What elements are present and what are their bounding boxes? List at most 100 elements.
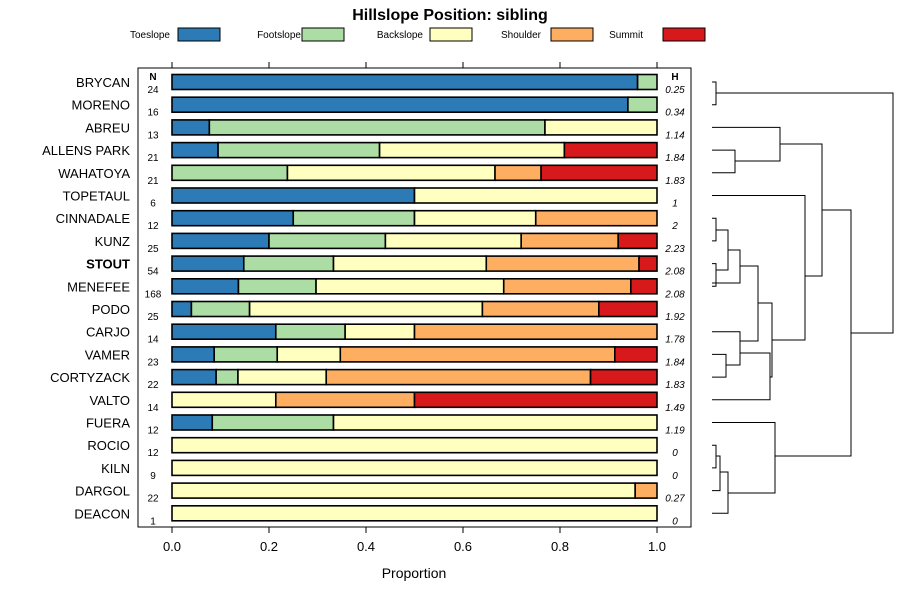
n-value-dargol: 22	[147, 494, 159, 505]
bar-kunz-backslope	[385, 233, 521, 248]
n-value-allens-park: 21	[147, 153, 159, 164]
n-value-cinnadale: 12	[147, 221, 159, 232]
n-value-kiln: 9	[150, 471, 156, 482]
bar-carjo-backslope	[345, 324, 414, 339]
bar-kiln-backslope	[172, 460, 657, 475]
row-label-moreno: MORENO	[72, 98, 131, 113]
h-header: H	[671, 72, 678, 83]
bar-dargol-shoulder	[635, 483, 657, 498]
bar-podo-backslope	[250, 302, 483, 317]
chart-title: Hillslope Position: sibling	[352, 7, 548, 24]
h-value-kunz: 2.23	[664, 244, 685, 255]
bar-stout-summit	[639, 256, 657, 271]
dendrogram-branch	[712, 150, 735, 173]
bar-allens-park-toeslope	[172, 143, 218, 158]
bar-fuera-backslope	[334, 415, 657, 430]
n-value-cortyzack: 22	[147, 380, 159, 391]
hillslope-chart: Hillslope Position: sibling Toeslope Foot…	[0, 0, 900, 600]
n-value-topetaul: 6	[150, 199, 156, 210]
bar-moreno-footslope	[628, 97, 657, 112]
row-label-allens-park: ALLENS PARK	[42, 143, 130, 158]
bar-menefee-shoulder	[504, 279, 631, 294]
h-value-kiln: 0	[672, 471, 678, 482]
bar-kunz-shoulder	[521, 233, 618, 248]
bar-rocio-backslope	[172, 438, 657, 453]
x-tick-label-5: 1.0	[648, 539, 666, 554]
bar-podo-summit	[599, 302, 657, 317]
n-value-carjo: 14	[147, 335, 159, 346]
bar-valto-backslope	[172, 392, 276, 407]
bar-wahatoya-summit	[541, 165, 657, 180]
bar-vamer-backslope	[277, 347, 340, 362]
n-value-deacon: 1	[150, 516, 156, 527]
h-value-deacon: 0	[672, 516, 678, 527]
row-label-topetaul: TOPETAUL	[63, 189, 130, 204]
bar-vamer-shoulder	[340, 347, 615, 362]
h-value-carjo: 1.78	[665, 335, 685, 346]
row-label-valto: VALTO	[90, 393, 130, 408]
bar-abreu-backslope	[545, 120, 657, 135]
n-value-moreno: 16	[147, 108, 159, 119]
bar-podo-toeslope	[172, 302, 191, 317]
dendrogram-branch	[712, 82, 716, 105]
h-value-wahatoya: 1.83	[665, 176, 685, 187]
legend: Toeslope Footslope Backslope Shoulder Summit	[130, 28, 705, 41]
bar-vamer-toeslope	[172, 347, 214, 362]
bar-topetaul-backslope	[415, 188, 658, 203]
dendrogram-branch	[780, 144, 822, 276]
bar-cinnadale-backslope	[415, 211, 536, 226]
bar-brycan-toeslope	[172, 75, 638, 90]
row-label-menefee: MENEFEE	[67, 279, 130, 294]
bars-group	[172, 75, 657, 521]
row-label-wahatoya: WAHATOYA	[58, 166, 130, 181]
bar-allens-park-footslope	[218, 143, 380, 158]
bar-cortyzack-shoulder	[326, 370, 590, 385]
h-value-fuera: 1.19	[665, 426, 685, 437]
bar-brycan-footslope	[638, 75, 657, 90]
bar-stout-backslope	[334, 256, 487, 271]
bar-menefee-footslope	[238, 279, 316, 294]
bar-cinnadale-toeslope	[172, 211, 293, 226]
legend-label-shoulder: Shoulder	[501, 30, 542, 41]
dendrogram-branch	[712, 127, 780, 161]
plot-frame	[138, 68, 691, 527]
row-label-vamer: VAMER	[85, 347, 130, 362]
h-value-allens-park: 1.84	[665, 153, 685, 164]
legend-label-backslope: Backslope	[377, 30, 424, 41]
legend-swatch-toeslope	[178, 28, 220, 41]
h-value-valto: 1.49	[665, 403, 685, 414]
dendrogram-branch	[740, 266, 758, 341]
bar-allens-park-summit	[564, 143, 657, 158]
bar-cortyzack-summit	[591, 370, 657, 385]
bar-carjo-toeslope	[172, 324, 276, 339]
n-value-menefee: 168	[145, 289, 162, 300]
bar-kunz-footslope	[269, 233, 385, 248]
row-label-abreu: ABREU	[85, 120, 130, 135]
bar-cinnadale-shoulder	[536, 211, 657, 226]
x-tick-label-0: 0.0	[163, 539, 181, 554]
bar-vamer-footslope	[214, 347, 277, 362]
bar-cinnadale-footslope	[293, 211, 414, 226]
bar-cortyzack-toeslope	[172, 370, 216, 385]
bar-stout-footslope	[244, 256, 334, 271]
h-value-menefee: 2.08	[664, 289, 685, 300]
row-label-brycan: BRYCAN	[76, 75, 130, 90]
legend-swatch-footslope	[302, 28, 344, 41]
bar-kunz-toeslope	[172, 233, 269, 248]
row-label-kunz: KUNZ	[95, 234, 130, 249]
row-label-cortyzack: CORTYZACK	[50, 370, 130, 385]
legend-swatch-backslope	[430, 28, 472, 41]
bar-deacon-backslope	[172, 506, 657, 521]
bar-menefee-backslope	[316, 279, 504, 294]
bar-stout-shoulder	[486, 256, 639, 271]
dendrogram-branch	[712, 353, 770, 400]
h-value-podo: 1.92	[665, 312, 685, 323]
dendrogram-branch	[712, 445, 716, 468]
n-value-valto: 14	[147, 403, 159, 414]
bar-moreno-toeslope	[172, 97, 628, 112]
n-value-vamer: 23	[147, 357, 159, 368]
bar-carjo-shoulder	[415, 324, 658, 339]
dendrogram	[712, 82, 893, 513]
legend-label-summit: Summit	[609, 30, 643, 41]
legend-label-footslope: Footslope	[257, 30, 301, 41]
